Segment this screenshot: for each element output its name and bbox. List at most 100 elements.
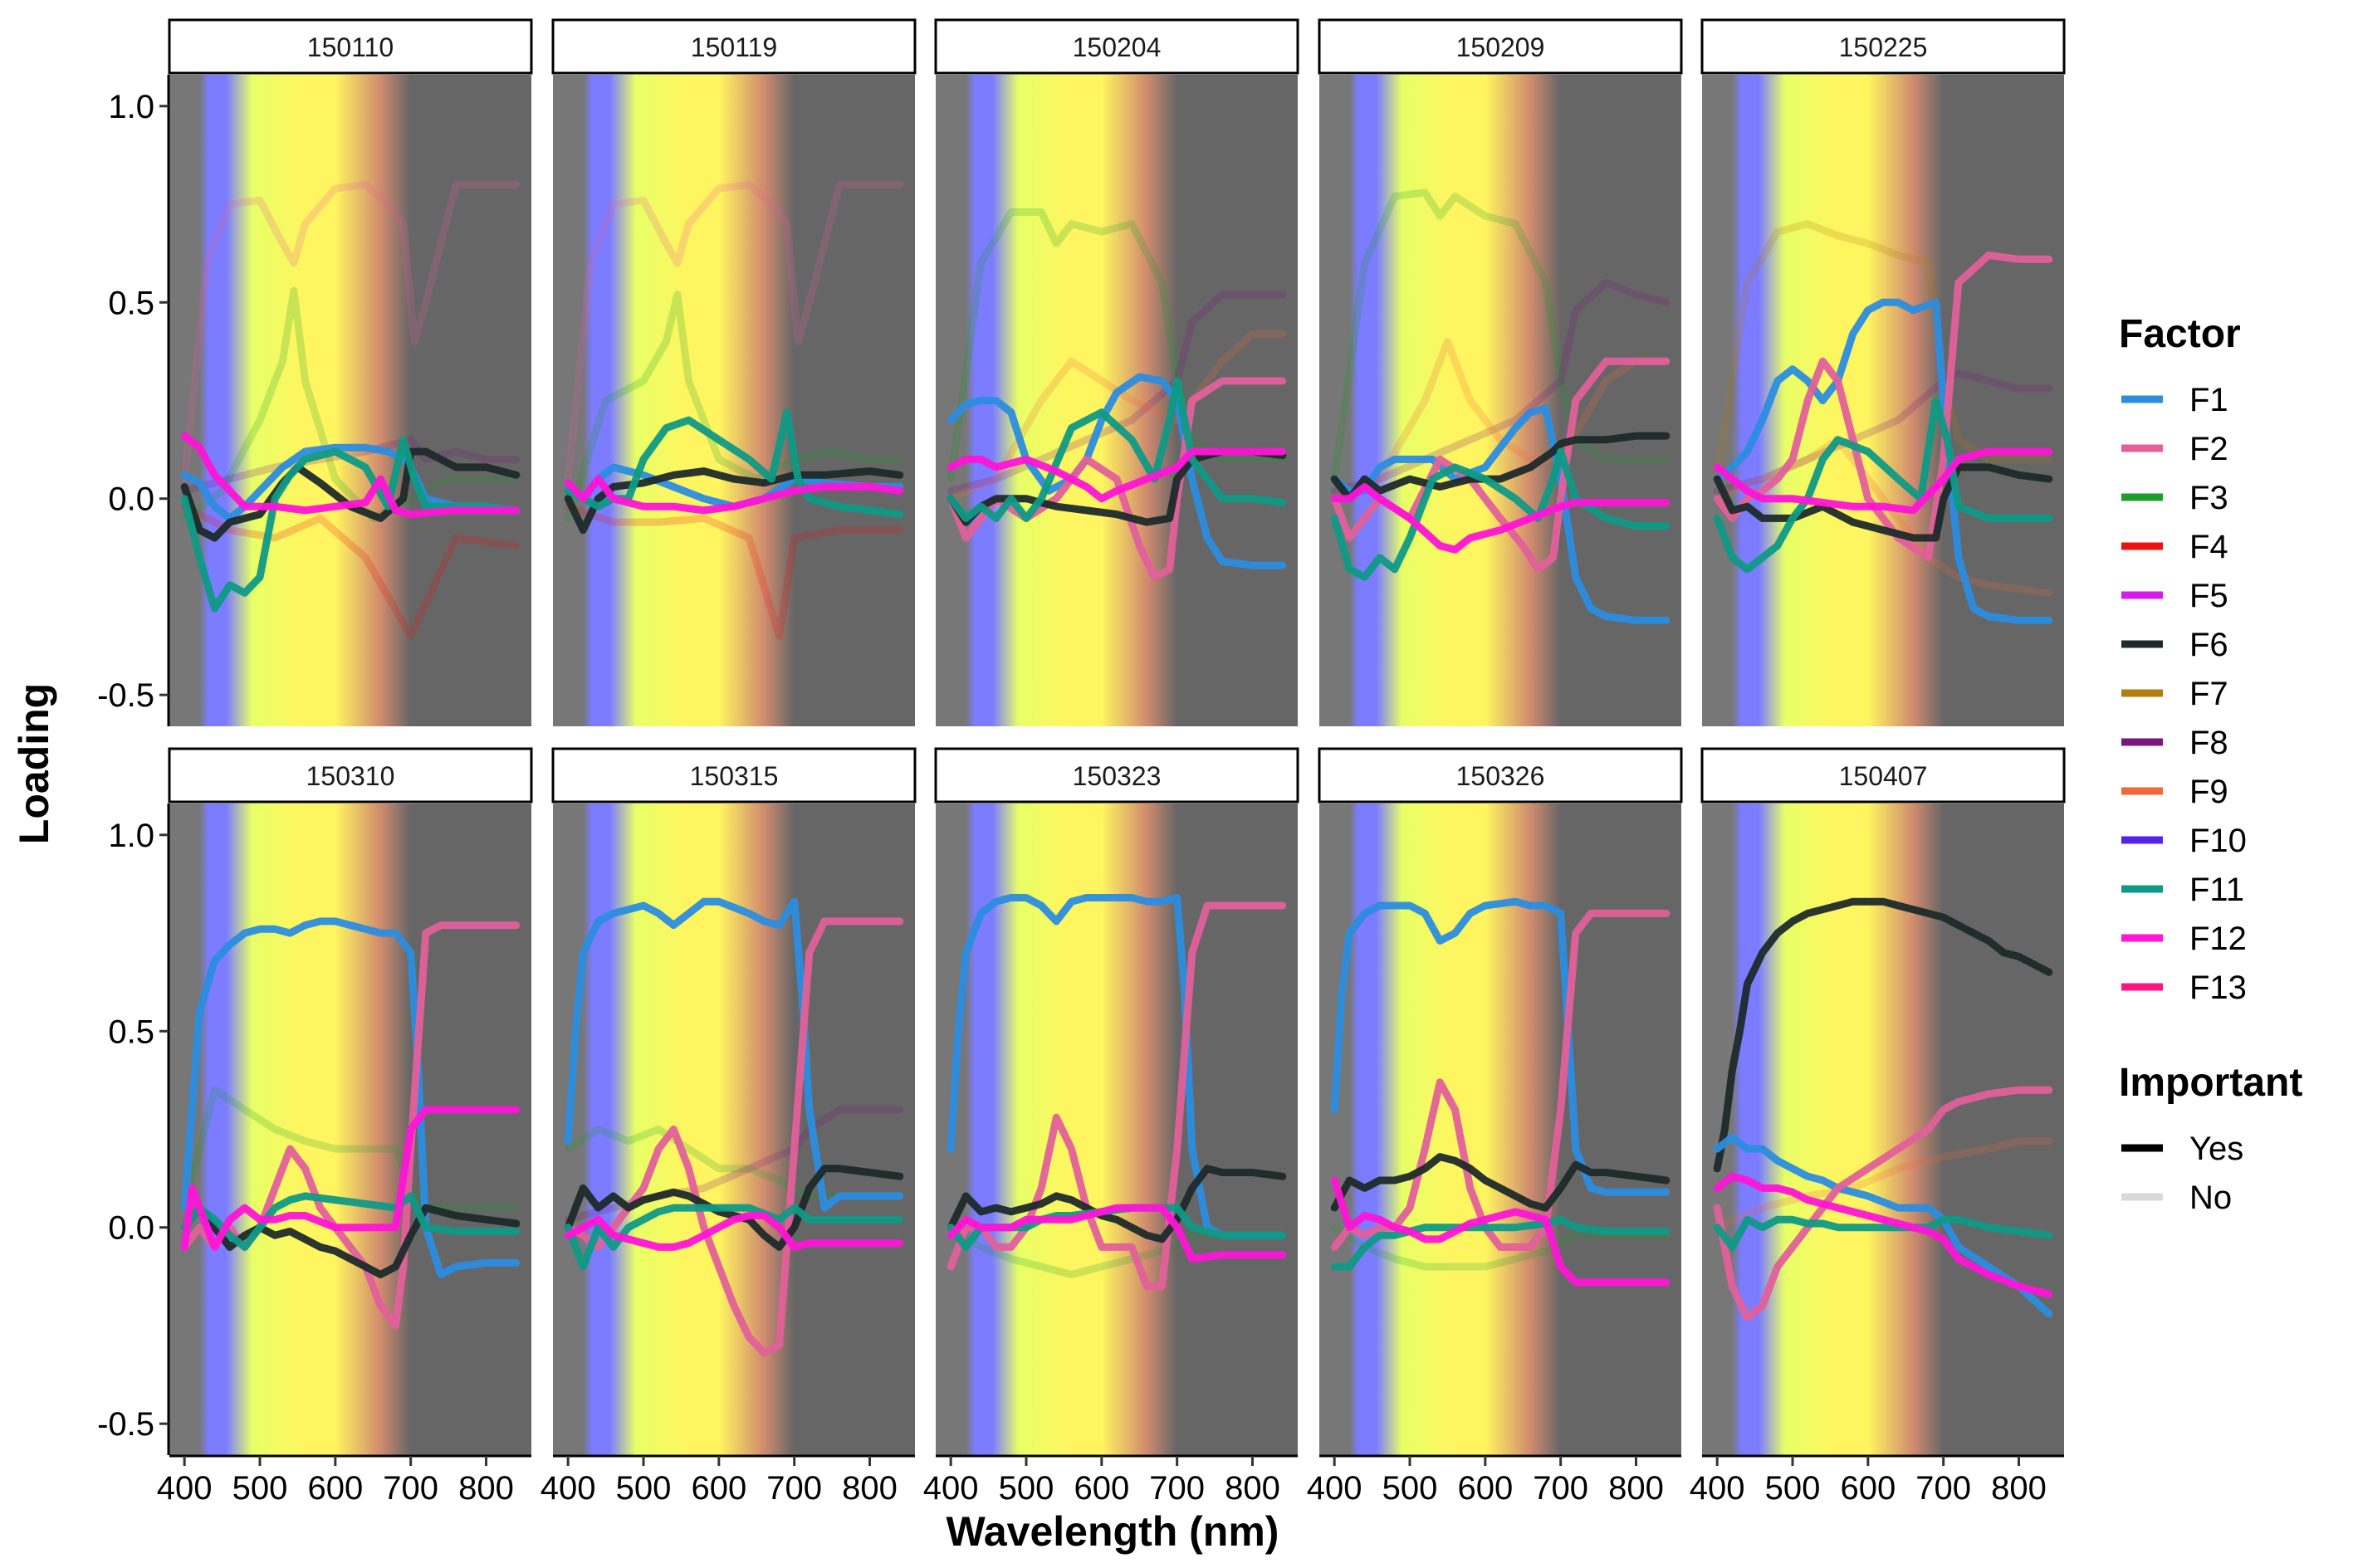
legend-item-f5: F5 xyxy=(2121,578,2228,614)
series-line-f8-unimportant xyxy=(947,291,1287,495)
legend-item-yes: Yes xyxy=(2121,1131,2243,1167)
x-tick-label: 400 xyxy=(923,1470,979,1507)
legend-item-f6: F6 xyxy=(2121,627,2228,663)
series-lines xyxy=(1713,220,2053,624)
facet-strip xyxy=(551,18,917,75)
x-tick-label: 700 xyxy=(1149,1470,1205,1507)
legend-label: F12 xyxy=(2189,921,2247,957)
series-line-f6-important xyxy=(564,1165,904,1251)
series-lines xyxy=(564,897,904,1357)
series-line-f1-important xyxy=(1330,404,1671,624)
series-line-f9-unimportant xyxy=(1330,338,1671,503)
series-line-f12-important xyxy=(1713,1172,2053,1298)
spectrum-band xyxy=(169,75,531,726)
legend-factor-items: F1 F2 F3 F4 F5 F6 F7 F8 F9 F10 F11 F12 F13 xyxy=(2121,382,2247,1006)
series-line-f3-unimportant xyxy=(1330,1224,1671,1271)
legend-item-f11: F11 xyxy=(2121,872,2244,908)
series-line-f9-unimportant xyxy=(1713,436,2053,597)
legend-label: F6 xyxy=(2189,627,2228,663)
legend-item-f13: F13 xyxy=(2121,970,2247,1006)
x-tick-label: 700 xyxy=(1533,1470,1588,1507)
legend-label: F1 xyxy=(2189,382,2228,418)
series-lines xyxy=(1713,897,2053,1321)
x-tick-label: 400 xyxy=(541,1470,596,1507)
series-line-f1-important xyxy=(180,443,521,522)
series-line-f2-important xyxy=(1713,1086,2053,1321)
y-tick-label: 0.0 xyxy=(108,481,154,518)
x-tick-label: 600 xyxy=(1457,1470,1513,1507)
facet-strip xyxy=(1700,747,2066,804)
y-tick-label: -0.5 xyxy=(97,1406,154,1443)
series-lines xyxy=(180,917,521,1330)
legend-factor-title: Factor xyxy=(2119,312,2241,356)
facet-label: 150110 xyxy=(307,32,394,62)
series-line-f9-unimportant xyxy=(1713,1137,2053,1232)
series-lines xyxy=(180,180,521,640)
series-line-f6-important xyxy=(1330,1153,1671,1212)
series-line-f11-important xyxy=(1713,1215,2053,1251)
series-line-f1-important xyxy=(180,917,521,1278)
series-lines xyxy=(564,180,904,640)
series-line-f3-unimportant xyxy=(1330,188,1671,483)
legend-label: F2 xyxy=(2189,431,2228,467)
legend-item-f7: F7 xyxy=(2121,676,2228,712)
series-line-f12-important xyxy=(564,1212,904,1251)
panel-150323: 150323 xyxy=(934,747,1299,1455)
legend-item-f1: F1 xyxy=(2121,382,2228,418)
series-line-f6-important xyxy=(564,467,904,535)
series-line-f12-important xyxy=(1713,447,2053,515)
facet-label: 150315 xyxy=(690,761,779,791)
series-line-f3-unimportant xyxy=(564,291,904,522)
facet-label: 150323 xyxy=(1073,761,1162,791)
facet-strip xyxy=(168,747,533,804)
x-tick-label: 800 xyxy=(1225,1470,1280,1507)
series-line-f4-unimportant xyxy=(564,502,904,640)
y-tick-label: 0.5 xyxy=(108,1014,154,1050)
legend-item-no: No xyxy=(2121,1180,2232,1216)
series-line-f6-important xyxy=(1713,463,2053,542)
series-line-f7-unimportant xyxy=(1713,220,2053,483)
series-line-f2-important xyxy=(1713,252,2053,562)
legend-item-f4: F4 xyxy=(2121,529,2228,565)
legend-label: F4 xyxy=(2189,529,2228,565)
facet-label: 150225 xyxy=(1839,32,1928,62)
facet-label: 150326 xyxy=(1456,761,1545,791)
spectrum-band xyxy=(1702,804,2064,1455)
x-tick-label: 700 xyxy=(766,1470,822,1507)
series-line-f12-important xyxy=(1330,483,1671,554)
series-lines xyxy=(1330,897,1671,1287)
x-tick-label: 400 xyxy=(157,1470,213,1507)
series-line-f11-important xyxy=(180,436,521,613)
series-line-f12-important xyxy=(564,475,904,515)
series-line-f1-important xyxy=(947,894,1287,1239)
legend-item-f12: F12 xyxy=(2121,921,2247,957)
spectrum-band xyxy=(936,804,1298,1455)
series-line-f12-important xyxy=(1330,1176,1671,1287)
y-axis-title: Loading xyxy=(11,683,57,844)
x-tick-label: 600 xyxy=(691,1470,746,1507)
series-line-f6-important xyxy=(947,1165,1287,1243)
legend-label: F5 xyxy=(2189,578,2228,614)
facet-label: 150310 xyxy=(306,761,395,791)
legend-item-f9: F9 xyxy=(2121,774,2228,810)
panel-150119: 150119 xyxy=(551,18,917,726)
series-line-f2-unimportant xyxy=(564,180,904,483)
series-line-f3-unimportant xyxy=(180,1086,521,1212)
series-line-f12-important xyxy=(180,432,521,519)
panel-150315: 150315 xyxy=(551,747,917,1455)
y-tick-label: 0.5 xyxy=(108,285,154,321)
x-tick-label: 500 xyxy=(999,1470,1054,1507)
spectrum-band xyxy=(169,804,531,1455)
x-tick-label: 600 xyxy=(1074,1470,1129,1507)
x-axis-title: Wavelength (nm) xyxy=(947,1508,1279,1555)
series-line-f6-important xyxy=(180,1204,521,1278)
panel-150209: 150209 xyxy=(1318,18,1683,726)
legend-label: Yes xyxy=(2189,1131,2243,1167)
legend-label: F3 xyxy=(2189,480,2228,516)
facet-strip xyxy=(1318,18,1683,75)
panel-150326: 150326 xyxy=(1318,747,1683,1455)
series-line-f2-important xyxy=(947,901,1287,1291)
series-line-f11-important xyxy=(564,408,904,519)
x-tick-label: 800 xyxy=(1608,1470,1664,1507)
